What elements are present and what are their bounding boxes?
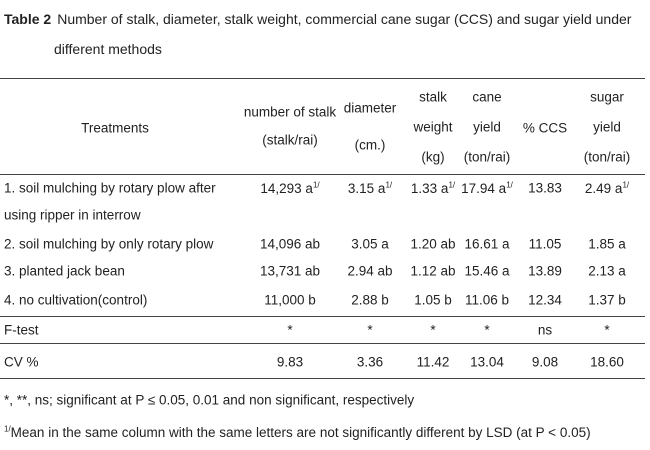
column-header: Treatments [81,120,149,136]
cell: * [604,322,610,338]
cell: 12.34 [528,292,562,308]
cell: 2.13 a [588,263,626,279]
cell-text: 1.33 a [410,180,449,196]
cell: 9.83 [276,354,304,370]
cell: 2.49 a1/ [585,180,629,196]
column-header: (kg) [421,149,445,165]
cell: 13.83 [528,180,562,196]
cell-text: 3.15 a [347,180,386,196]
rule [0,343,645,344]
cell: 9.08 [531,354,559,370]
rule [0,78,645,79]
cell: 15.46 a [464,263,510,279]
cell: 3.05 a [351,236,389,252]
footnote: 1/Mean in the same column with the same … [4,424,591,440]
caption-label: Table 2 [4,11,52,27]
rule [0,316,645,317]
footnote-sup: 1/ [4,424,11,434]
column-header: number of stalk [243,104,337,120]
cell: 3.36 [356,354,384,370]
cell: 11.06 b [464,292,510,308]
cell: 11.42 [416,354,450,370]
cell: 2.88 b [351,292,389,308]
cell-sup: 1/ [312,180,320,190]
treatment: 4. no cultivation(control) [4,292,148,308]
cell: 14,293 a1/ [260,180,319,196]
cell: 18.60 [590,354,624,370]
cell: 1.12 ab [410,263,456,279]
cell-sup: 1/ [506,180,513,190]
column-header: (stalk/rai) [262,132,318,148]
cell-text: 14,293 a [260,180,313,196]
cell: 3.15 a1/ [348,180,392,196]
column-header: yield [593,119,621,135]
cell: * [430,322,436,338]
cell-sup: 1/ [622,180,630,190]
footnote-text: *, **, ns; significant at P ≤ 0.05, 0.01… [4,392,415,408]
cell: 1.20 ab [410,236,456,252]
column-header: diameter [343,100,397,116]
column-header: sugar [590,89,624,105]
cell-sup: 1/ [448,180,456,190]
treatment: CV % [4,354,39,370]
cell: 17.94 a1/ [461,180,513,196]
footnote-text: Mean in the same column with the same le… [10,424,591,440]
cell: 1.33 a1/ [411,180,455,196]
treatment: 1. soil mulching by rotary plow after [4,180,216,196]
cell: ns [537,322,553,338]
column-header: weight [413,119,453,135]
treatment: F-test [4,322,39,338]
cell: 1.85 a [588,236,626,252]
column-header: % CCS [522,120,568,136]
cell: 11.05 [528,236,562,252]
treatment: using ripper in interrow [4,207,141,223]
cell-text: 17.94 a [461,180,507,196]
cell-sup: 1/ [385,180,393,190]
column-header: (ton/rai) [463,149,511,165]
column-header: (cm.) [354,137,386,153]
cell: 13.89 [528,263,562,279]
rule [0,378,645,379]
cell: * [287,322,293,338]
cell-text: 2.49 a [584,180,623,196]
cell: 13,731 ab [259,263,321,279]
column-header: stalk [419,89,447,105]
column-header: (ton/rai) [583,149,631,165]
cell: 14,096 ab [259,236,321,252]
rule [0,174,645,175]
cell: 11,000 b [264,292,316,308]
cell: * [367,322,373,338]
column-header: yield [473,119,501,135]
cell: 1.05 b [414,292,452,308]
cell: 13.04 [470,354,504,370]
cell: 2.94 ab [347,263,393,279]
column-header: cane [472,89,502,105]
cell: 1.37 b [588,292,626,308]
cell: * [484,322,490,338]
cell: 16.61 a [464,236,510,252]
caption-text: Number of stalk, diameter, stalk weight,… [54,11,632,57]
footnote: *, **, ns; significant at P ≤ 0.05, 0.01… [4,393,414,408]
treatment: 3. planted jack bean [4,263,125,279]
caption: Table 2 Number of stalk, diameter, stalk … [4,4,650,64]
treatment: 2. soil mulching by only rotary plow [4,236,214,252]
